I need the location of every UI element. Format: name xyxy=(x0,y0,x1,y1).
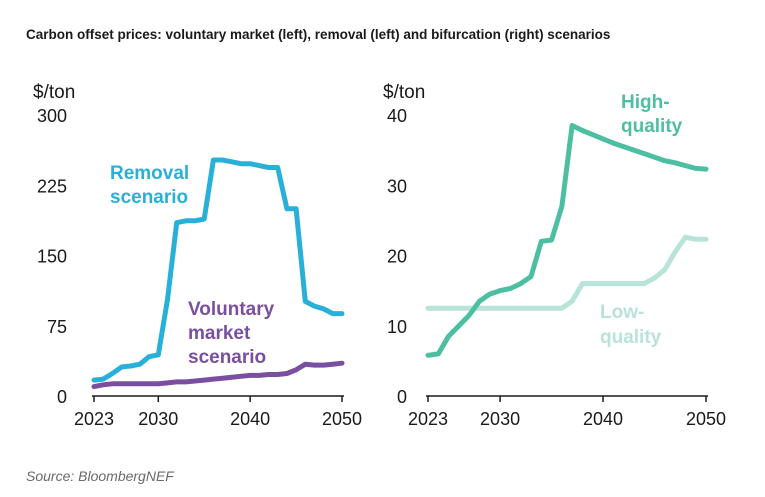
left-panel: $/ton 0 75 150 225 300 2023 2030 2040 2050 Remo… xyxy=(33,82,362,429)
voluntary-market-scenario-label: Voluntary market scenario xyxy=(188,299,280,368)
right-unit-label: $/ton xyxy=(383,82,425,103)
right-y-tick-40: 40 xyxy=(387,106,407,126)
left-y-tick-75: 75 xyxy=(47,317,67,337)
right-x-tick-2050: 2050 xyxy=(686,409,726,429)
right-y-tick-30: 30 xyxy=(387,176,407,196)
left-unit-label: $/ton xyxy=(33,82,75,103)
right-x-tick-2040: 2040 xyxy=(583,409,623,429)
voluntary-line xyxy=(91,360,345,390)
left-y-tick-150: 150 xyxy=(37,247,67,267)
left-x-tick-2030: 2030 xyxy=(138,409,178,429)
removal-scenario-label: Removal scenario xyxy=(110,163,194,208)
left-x-tick-2050: 2050 xyxy=(322,409,362,429)
right-x-tick-2030: 2030 xyxy=(480,409,520,429)
low-quality-label: Low- quality xyxy=(600,302,662,348)
high-quality-label: High- quality xyxy=(621,92,683,137)
source-note: Source: BloombergNEF xyxy=(26,468,174,484)
left-x-tick-2023: 2023 xyxy=(74,409,114,429)
right-y-tick-20: 20 xyxy=(387,247,407,267)
low-quality-line xyxy=(425,234,709,311)
chart-title: Carbon offset prices: voluntary market (… xyxy=(26,27,611,42)
right-x-tick-2023: 2023 xyxy=(408,409,448,429)
left-y-tick-225: 225 xyxy=(37,176,67,196)
left-x-tick-2040: 2040 xyxy=(230,409,270,429)
left-y-tick-0: 0 xyxy=(57,387,67,407)
removal-line xyxy=(91,157,345,383)
left-y-tick-300: 300 xyxy=(37,106,67,126)
right-y-tick-0: 0 xyxy=(397,387,407,407)
high-quality-line xyxy=(425,123,709,358)
right-y-tick-10: 10 xyxy=(387,317,407,337)
